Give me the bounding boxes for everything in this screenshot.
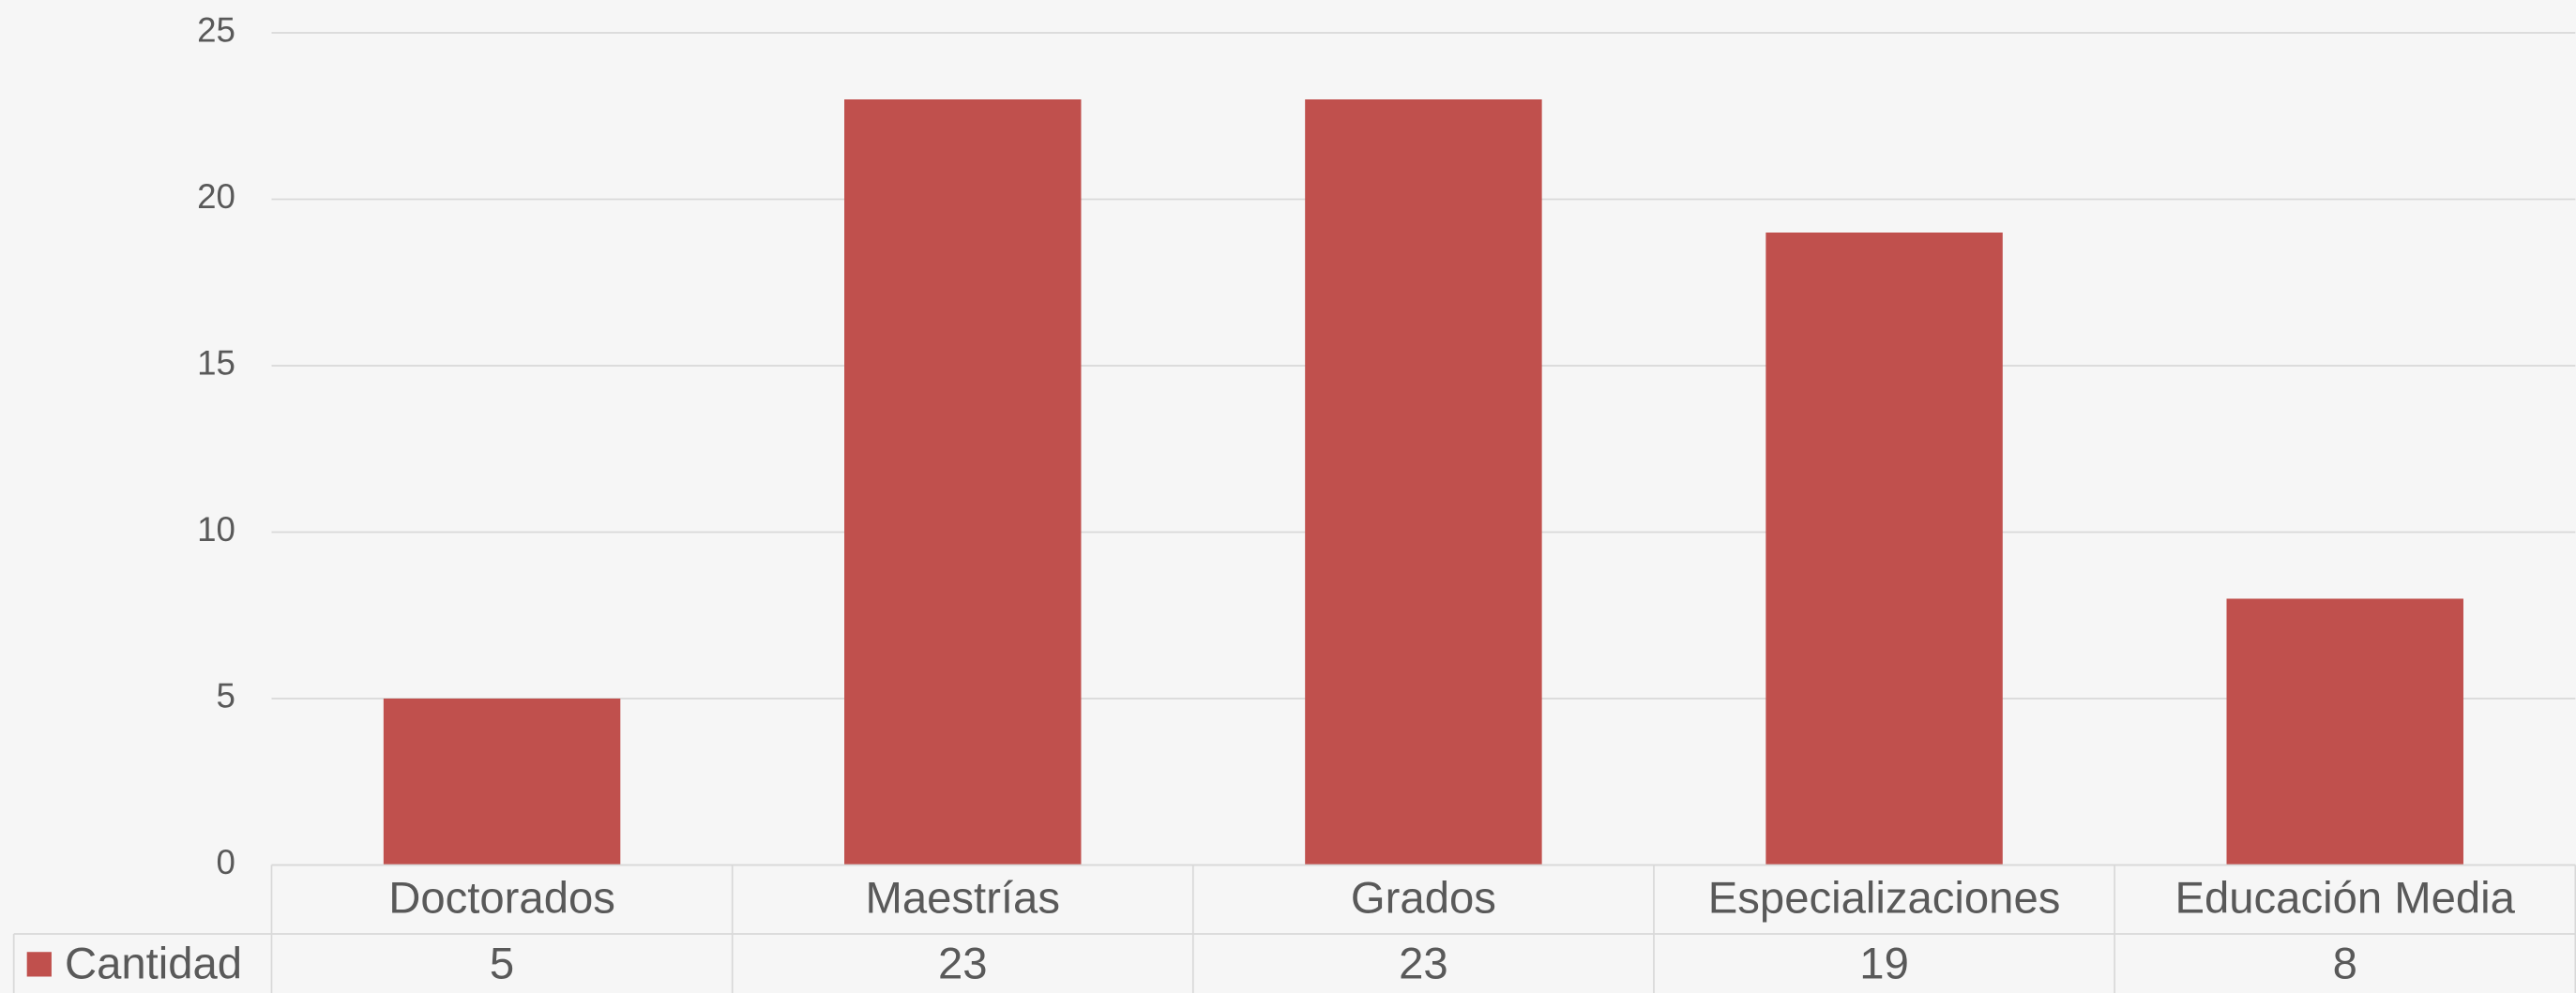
y-tick-label: 20	[197, 177, 235, 216]
bar	[383, 698, 621, 865]
y-tick-label: 10	[197, 510, 235, 549]
bar	[1765, 232, 2003, 865]
table-value: 5	[490, 939, 514, 988]
table-value: 19	[1859, 939, 1909, 988]
table-value: 23	[1399, 939, 1448, 988]
x-tick-label: Educación Media	[2174, 873, 2515, 923]
x-tick-label: Grados	[1351, 873, 1496, 923]
bar	[844, 99, 1082, 865]
y-tick-label: 0	[217, 843, 235, 881]
y-tick-label: 15	[197, 344, 235, 383]
table-value: 23	[938, 939, 988, 988]
x-tick-label: Maestrías	[866, 873, 1060, 923]
bar	[1305, 99, 1542, 865]
y-tick-label: 25	[197, 11, 235, 50]
legend-label: Cantidad	[65, 939, 242, 988]
table-value: 8	[2333, 939, 2357, 988]
bar	[2226, 598, 2463, 865]
y-tick-label: 5	[217, 677, 235, 715]
x-tick-label: Doctorados	[388, 873, 615, 923]
x-tick-label: Especializaciones	[1708, 873, 2061, 923]
legend-swatch	[26, 952, 52, 977]
